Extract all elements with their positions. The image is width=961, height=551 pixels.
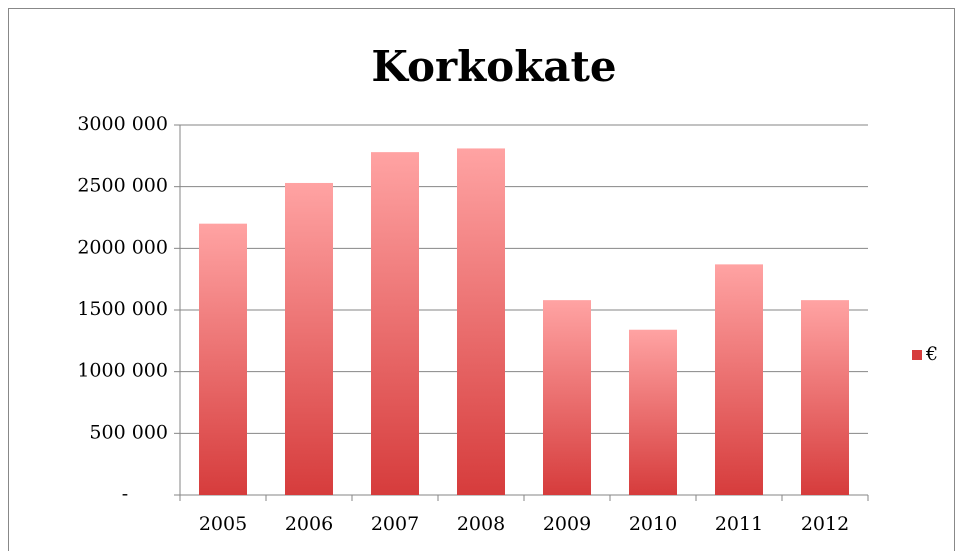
y-tick-label: 1000 000 (77, 360, 168, 382)
bar (199, 223, 247, 495)
bar (543, 300, 591, 495)
y-tick-label: 2000 000 (77, 236, 168, 258)
bar (457, 148, 505, 495)
x-tick-label: 2005 (199, 513, 247, 535)
bar (715, 264, 763, 495)
y-tick-label: 3000 000 (77, 113, 168, 135)
bar (801, 300, 849, 495)
x-tick-label: 2007 (371, 513, 419, 535)
y-tick-label: 1500 000 (77, 298, 168, 320)
legend-swatch (912, 350, 922, 360)
y-tick-label: - (122, 483, 128, 505)
chart-title: Korkokate (371, 42, 616, 91)
x-tick-label: 2012 (801, 513, 849, 535)
legend-label: € (925, 343, 938, 365)
x-tick-label: 2011 (715, 513, 763, 535)
bar (285, 182, 333, 495)
y-tick-label: 2500 000 (77, 175, 168, 197)
y-tick-label: 500 000 (89, 421, 168, 443)
bar (629, 329, 677, 495)
x-tick-label: 2006 (285, 513, 333, 535)
x-tick-label: 2010 (629, 513, 677, 535)
x-tick-label: 2008 (457, 513, 505, 535)
x-tick-label: 2009 (543, 513, 591, 535)
bar (371, 152, 419, 495)
